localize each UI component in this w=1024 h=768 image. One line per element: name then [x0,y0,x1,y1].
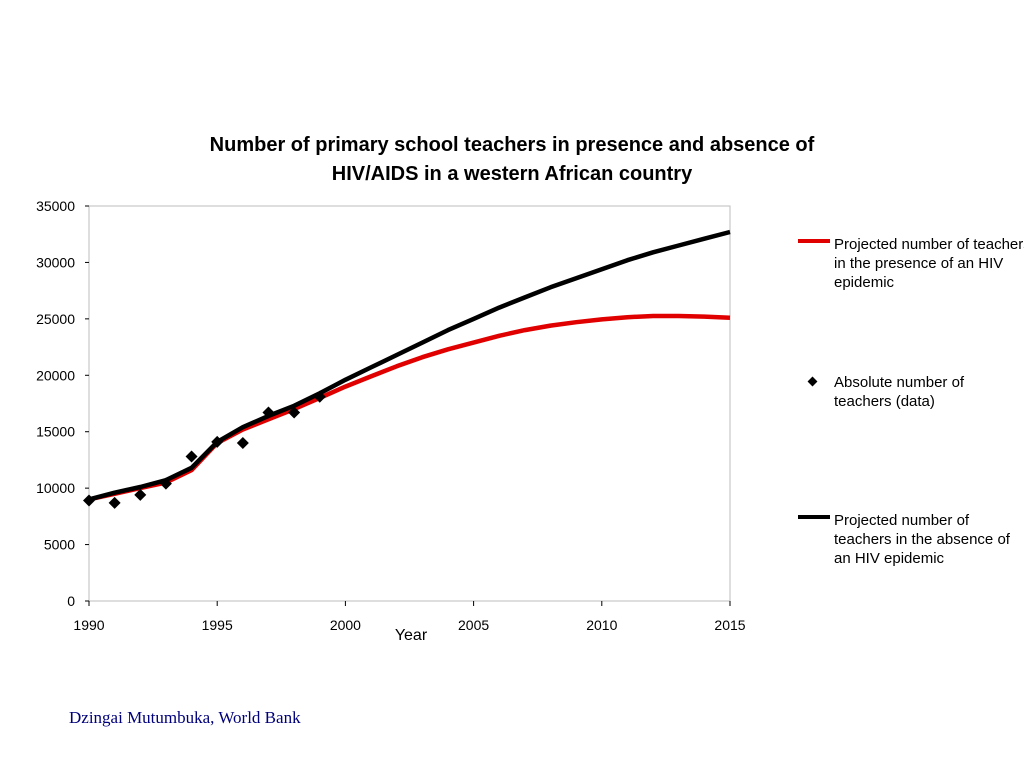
footer-credit: Dzingai Mutumbuka, World Bank [69,708,301,727]
y-tick-label: 10000 [36,480,75,496]
data-point-diamond [159,477,172,490]
x-tick-label: 2015 [714,617,745,633]
legend-label-no-hiv-projection: Projected number of teachers in the abse… [834,512,1010,567]
data-point-diamond [211,435,224,448]
x-axis: 1990 1995 2000 2005 2010 2015 [73,601,746,633]
data-point-diamond [83,494,95,507]
x-tick-label: 2005 [458,617,489,633]
plot-area [88,205,731,602]
no-hiv-projection-line [88,229,731,502]
data-point-diamond [236,437,249,449]
y-tick-label: 5000 [44,537,75,553]
legend-label-hiv-projection: Projected number of teachers in the pres… [834,236,1024,291]
x-axis-title: Year [395,627,428,644]
chart-title-line-1: Number of primary school teachers in pre… [209,134,815,156]
data-point-diamond [288,406,301,419]
y-tick-label: 30000 [36,254,75,270]
legend-black-line-swatch [798,515,830,519]
y-tick-label: 15000 [36,424,75,440]
y-tick-label: 0 [67,593,75,609]
series-layer [83,229,731,509]
data-point-diamond [185,450,198,463]
x-tick-label: 2000 [330,617,361,633]
data-point-diamond [134,488,147,501]
data-point-diamond [313,390,326,403]
y-tick-label: 35000 [36,198,75,214]
chart-title-line-2: HIV/AIDS in a western African country [331,163,693,185]
x-tick-label: 1995 [202,617,233,633]
data-point-diamond [108,496,121,509]
y-tick-label: 25000 [36,311,75,327]
legend-red-line-swatch [798,239,830,243]
chart-title: Number of primary school teachers in pre… [112,131,912,189]
x-tick-label: 1990 [73,617,104,633]
x-tick-label: 2010 [586,617,617,633]
y-axis: 0 5000 10000 15000 20000 25000 30000 35000 [36,198,89,609]
y-tick-label: 20000 [36,367,75,383]
legend-label-data: Absolute number of teachers (data) [834,374,965,410]
data-point-diamond [262,406,275,419]
